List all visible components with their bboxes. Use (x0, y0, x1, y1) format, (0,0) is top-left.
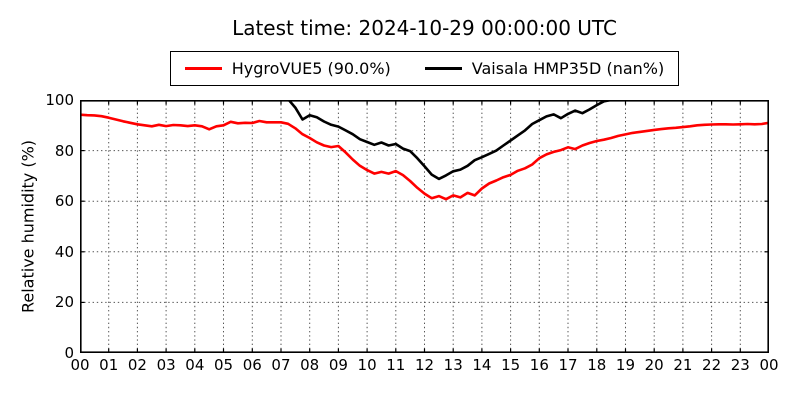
x-tick-label: 07 (271, 356, 291, 374)
x-tick-label: 01 (99, 356, 119, 374)
x-tick-label: 21 (673, 356, 693, 374)
chart-title: Latest time: 2024-10-29 00:00:00 UTC (232, 16, 617, 40)
x-tick-label: 18 (587, 356, 607, 374)
x-tick-label: 13 (443, 356, 463, 374)
x-tick-label: 04 (185, 356, 205, 374)
x-tick-label: 02 (127, 356, 147, 374)
x-tick-label: 22 (702, 356, 722, 374)
x-tick-label: 08 (300, 356, 320, 374)
legend-label-vaisala-hmp35d: Vaisala HMP35D (nan%) (471, 59, 665, 78)
legend-line-sample-vaisala-hmp35d (424, 67, 462, 70)
x-tick-label: 11 (386, 356, 406, 374)
x-tick-label: 09 (328, 356, 348, 374)
x-tick-label: 12 (414, 356, 435, 374)
legend-box: HygroVUE5 (90.0%) Vaisala HMP35D (nan%) (169, 51, 680, 86)
x-tick-label: 15 (501, 356, 521, 374)
x-tick-label: 06 (242, 356, 262, 374)
plot-canvas (80, 100, 769, 353)
x-tick-label: 17 (558, 356, 578, 374)
x-tick-label: 03 (156, 356, 176, 374)
plot-area (80, 100, 769, 353)
x-tick-label: 05 (213, 356, 234, 374)
legend-item-hygrovue5: HygroVUE5 (90.0%) (184, 59, 391, 78)
x-tick-label: 14 (472, 356, 492, 374)
x-tick-label: 00 (759, 356, 779, 374)
x-tick-label: 16 (529, 356, 549, 374)
legend-item-vaisala-hmp35d: Vaisala HMP35D (nan%) (424, 59, 665, 78)
legend-label-hygrovue5: HygroVUE5 (90.0%) (231, 59, 391, 78)
x-tick-label: 23 (730, 356, 750, 374)
legend-line-sample-hygrovue5 (184, 67, 222, 70)
y-axis-label: Relative humidity (%) (18, 139, 38, 314)
x-tick-label: 20 (644, 356, 664, 374)
x-tick-label: 10 (357, 356, 377, 374)
grid-lines (80, 100, 769, 353)
series-line-hygrovue5 (80, 113, 769, 201)
x-tick-label: 19 (615, 356, 635, 374)
x-tick-label: 00 (70, 356, 90, 374)
plot-border (80, 100, 769, 353)
legend: HygroVUE5 (90.0%) Vaisala HMP35D (nan%) (80, 51, 769, 86)
series-line-vaisala-hmp35d (287, 100, 614, 181)
